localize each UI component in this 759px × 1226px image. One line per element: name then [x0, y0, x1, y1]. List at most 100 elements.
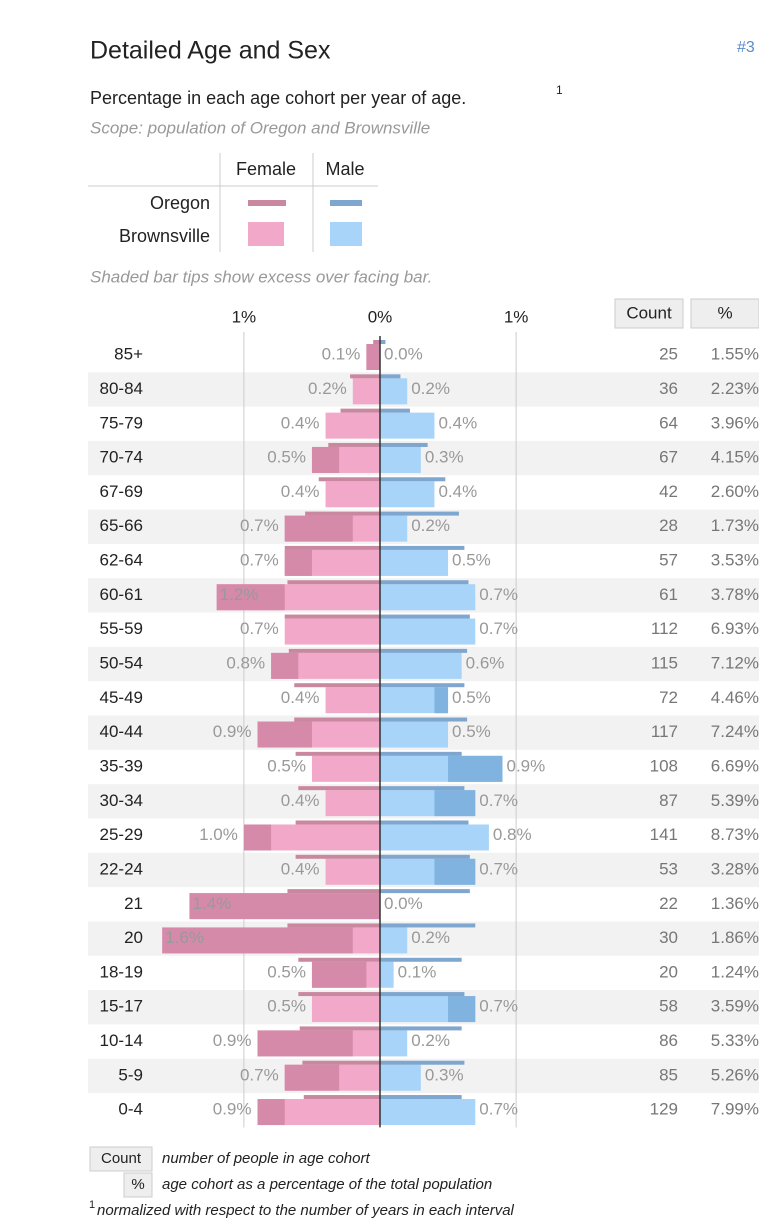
male-value-label: 0.7%	[479, 859, 518, 878]
count-cell: 30	[659, 928, 678, 947]
female-bar	[352, 378, 380, 405]
percent-cell: 8.73%	[711, 825, 759, 844]
male-value-label: 0.4%	[438, 482, 477, 501]
male-value-label: 0.7%	[479, 619, 518, 638]
male-bar	[380, 446, 421, 473]
count-cell: 129	[650, 1100, 678, 1119]
column-header[interactable]: Count	[626, 303, 672, 322]
oregon-male-bar	[380, 820, 469, 825]
oregon-female-bar	[305, 511, 380, 516]
percent-cell: 1.36%	[711, 894, 759, 913]
oregon-male-bar	[380, 1095, 462, 1100]
percent-cell: 2.60%	[711, 482, 759, 501]
oregon-female-bar	[299, 1026, 380, 1031]
age-label: 18-19	[100, 962, 143, 981]
column-header[interactable]: %	[717, 303, 732, 322]
ref-link[interactable]: #3	[737, 39, 755, 56]
percent-cell: 1.86%	[711, 928, 759, 947]
count-cell: 86	[659, 1031, 678, 1050]
percent-cell: 7.24%	[711, 722, 759, 741]
percent-cell: 7.99%	[711, 1100, 759, 1119]
legend-swatch	[248, 222, 284, 246]
female-value-label: 1.0%	[199, 825, 238, 844]
female-excess-tip	[284, 1064, 340, 1091]
title: Detailed Age and Sex	[90, 37, 331, 65]
oregon-female-bar	[284, 545, 380, 550]
male-value-label: 0.5%	[452, 722, 491, 741]
male-value-label: 0.6%	[466, 654, 505, 673]
female-value-label: 0.4%	[281, 859, 320, 878]
percent-cell: 3.53%	[711, 551, 759, 570]
oregon-female-bar	[303, 1095, 380, 1100]
age-label: 25-29	[100, 825, 143, 844]
count-cell: 58	[659, 997, 678, 1016]
female-bar	[284, 618, 380, 645]
percent-cell: 5.39%	[711, 791, 759, 810]
female-excess-tip	[257, 1030, 353, 1057]
oregon-female-bar	[298, 957, 380, 962]
legend-row: Brownsville	[119, 226, 210, 246]
oregon-female-bar	[350, 374, 380, 379]
female-value-label: 0.8%	[226, 654, 265, 673]
oregon-female-bar	[298, 786, 380, 791]
age-label: 10-14	[100, 1031, 143, 1050]
scope: Scope: population of Oregon and Brownsvi…	[90, 118, 430, 137]
percent-cell: 5.26%	[711, 1065, 759, 1084]
oregon-male-bar	[380, 648, 468, 653]
count-cell: 115	[651, 654, 678, 673]
female-value-label: 0.2%	[308, 379, 347, 398]
female-value-label: 1.6%	[165, 928, 204, 947]
oregon-male-bar	[380, 683, 465, 688]
column-header-button[interactable]	[690, 298, 759, 329]
count-cell: 25	[659, 345, 678, 364]
age-label: 5-9	[118, 1065, 143, 1084]
oregon-male-bar	[380, 545, 465, 550]
age-label: 67-69	[100, 482, 143, 501]
male-value-label: 0.2%	[411, 379, 450, 398]
male-bar	[380, 1064, 421, 1091]
oregon-female-bar	[328, 442, 380, 447]
female-bar	[325, 858, 380, 885]
female-value-label: 1.4%	[192, 894, 231, 913]
female-value-label: 0.5%	[267, 448, 306, 467]
oregon-female-bar	[294, 717, 380, 722]
male-bar	[380, 412, 435, 439]
female-value-label: 0.4%	[281, 791, 320, 810]
count-cell: 53	[659, 859, 678, 878]
footnote: normalized with respect to the number of…	[97, 1202, 515, 1219]
oregon-female-bar	[302, 1060, 380, 1065]
female-value-label: 0.4%	[281, 413, 320, 432]
oregon-female-bar	[288, 648, 380, 653]
percent-cell: 3.28%	[711, 859, 759, 878]
age-label: 22-24	[100, 859, 143, 878]
oregon-female-bar	[284, 614, 380, 619]
percent-cell: 5.33%	[711, 1031, 759, 1050]
legend-header: Male	[325, 159, 364, 179]
oregon-male-bar	[380, 786, 465, 791]
age-label: 75-79	[100, 413, 143, 432]
age-label: 15-17	[100, 997, 143, 1016]
count-cell: 64	[659, 413, 678, 432]
male-bar	[380, 549, 449, 576]
male-excess-tip	[434, 858, 476, 885]
age-label: 0-4	[118, 1100, 143, 1119]
age-label: 80-84	[100, 379, 143, 398]
column-header-button[interactable]	[614, 298, 684, 329]
note: Shaded bar tips show excess over facing …	[90, 267, 432, 286]
x-tick-label: 1%	[232, 307, 257, 326]
age-label: 40-44	[100, 722, 143, 741]
male-value-label: 0.8%	[493, 825, 532, 844]
male-value-label: 0.1%	[398, 962, 437, 981]
male-value-label: 0.5%	[452, 551, 491, 570]
count-cell: 72	[659, 688, 678, 707]
male-value-label: 0.2%	[411, 928, 450, 947]
oregon-male-bar	[380, 1060, 465, 1065]
age-label: 50-54	[100, 654, 143, 673]
age-label: 85+	[114, 345, 143, 364]
oregon-male-bar	[380, 923, 476, 928]
male-bar	[380, 515, 408, 542]
male-bar	[380, 1030, 408, 1057]
male-value-label: 0.0%	[384, 894, 423, 913]
female-value-label: 0.5%	[267, 756, 306, 775]
